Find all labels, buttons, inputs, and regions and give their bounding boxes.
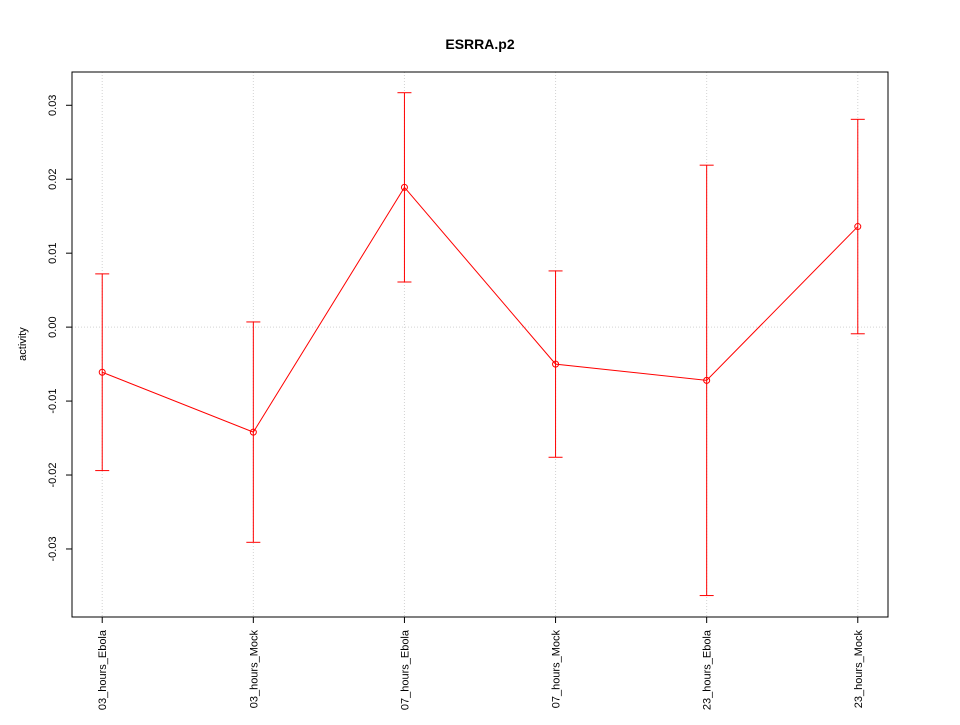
y-tick-label: -0.01: [47, 389, 59, 414]
x-tick-label: 03_hours_Mock: [248, 630, 260, 709]
x-tick-label: 07_hours_Mock: [551, 630, 563, 709]
data-point: [854, 223, 862, 231]
x-tick-label: 23_hours_Mock: [853, 630, 865, 709]
y-tick-label: -0.02: [47, 462, 59, 487]
data-point: [98, 368, 106, 376]
y-tick-label: 0.00: [47, 316, 59, 337]
y-tick-label: 0.02: [47, 169, 59, 190]
y-tick-label: -0.03: [47, 536, 59, 561]
data-point: [249, 428, 257, 436]
data-point: [400, 183, 408, 191]
x-tick-label: 03_hours_Ebola: [97, 629, 109, 710]
data-point: [552, 360, 560, 368]
x-tick-label: 23_hours_Ebola: [702, 629, 714, 710]
y-tick-label: 0.03: [47, 95, 59, 116]
data-point: [703, 376, 711, 384]
x-tick-label: 07_hours_Ebola: [399, 629, 411, 710]
y-axis-label: activity: [17, 327, 29, 361]
plot-frame: [71, 71, 889, 618]
chart-title: ESRRA.p2: [445, 36, 514, 52]
data-line: [102, 186, 859, 433]
y-tick-label: 0.01: [47, 242, 59, 263]
